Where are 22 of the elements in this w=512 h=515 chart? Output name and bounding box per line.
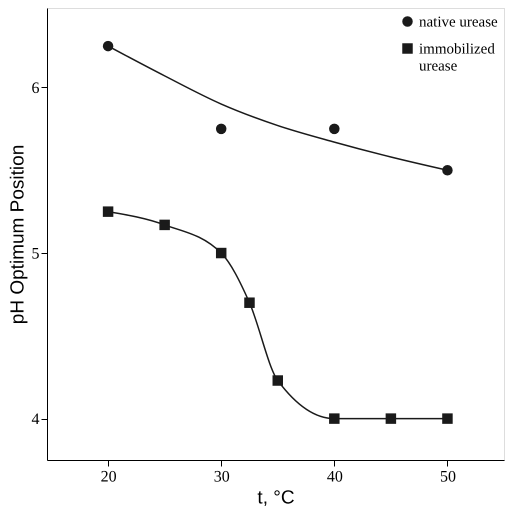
x-tick-label: 40: [326, 468, 343, 486]
x-tick-label: 50: [440, 468, 456, 486]
point: [159, 220, 170, 230]
x-axis-title: t, °C: [257, 488, 295, 508]
point: [216, 124, 226, 134]
legend-label: native urease: [419, 14, 498, 30]
point: [244, 297, 255, 308]
y-axis-title: pH Optimum Position: [8, 144, 28, 324]
point: [102, 206, 114, 217]
point: [386, 413, 396, 424]
x-tick-label: 20: [100, 468, 117, 486]
point: [272, 375, 284, 386]
point: [442, 165, 453, 176]
point: [329, 413, 340, 424]
x-tick-label: 30: [214, 468, 230, 486]
point: [329, 124, 340, 134]
y-tick-label: 4: [32, 411, 40, 428]
point: [216, 248, 226, 258]
legend-label: immobilized urease: [419, 42, 496, 74]
point: [442, 413, 453, 424]
y-tick-label: 5: [32, 246, 40, 263]
y-tick-label: 6: [32, 80, 40, 97]
